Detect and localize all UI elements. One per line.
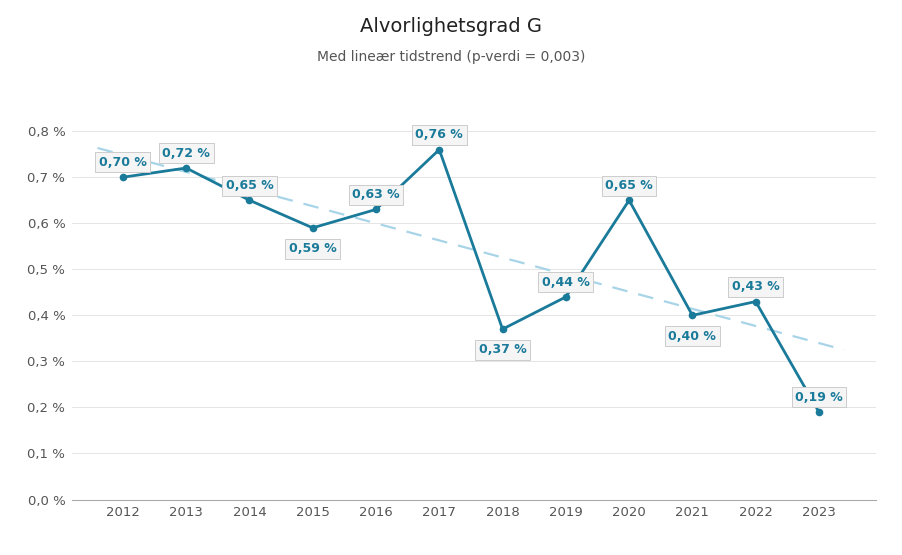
Text: 0,37 %: 0,37 % [478,344,526,356]
Text: Med lineær tidstrend (p-verdi = 0,003): Med lineær tidstrend (p-verdi = 0,003) [317,50,585,64]
Text: 0,76 %: 0,76 % [415,128,463,142]
Text: 0,44 %: 0,44 % [541,276,589,289]
Text: 0,19 %: 0,19 % [794,391,842,404]
Text: 0,70 %: 0,70 % [99,156,147,169]
Text: 0,65 %: 0,65 % [226,179,273,192]
Text: Alvorlighetsgrad G: Alvorlighetsgrad G [360,17,542,36]
Text: 0,63 %: 0,63 % [352,188,400,201]
Text: 0,43 %: 0,43 % [731,280,778,293]
Text: 0,72 %: 0,72 % [162,147,210,160]
Text: 0,40 %: 0,40 % [667,330,715,342]
Text: 0,65 %: 0,65 % [604,179,652,192]
Text: 0,59 %: 0,59 % [289,242,336,255]
